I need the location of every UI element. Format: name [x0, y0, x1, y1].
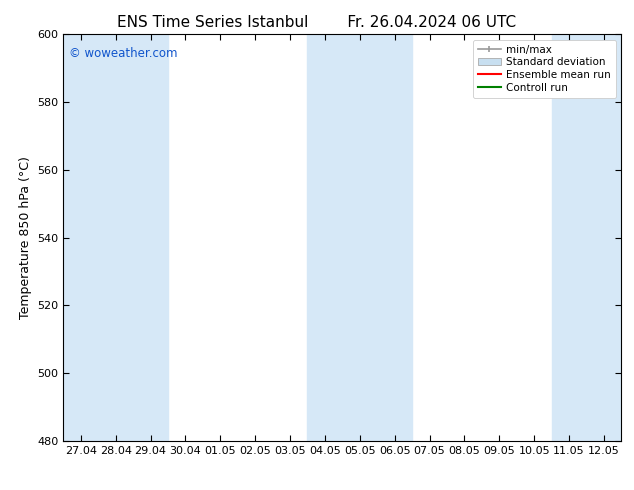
Y-axis label: Temperature 850 hPa (°C): Temperature 850 hPa (°C) [19, 156, 32, 319]
Legend: min/max, Standard deviation, Ensemble mean run, Controll run: min/max, Standard deviation, Ensemble me… [473, 40, 616, 98]
Text: © woweather.com: © woweather.com [69, 47, 178, 59]
Bar [552, 34, 621, 441]
Text: ENS Time Series Istanbul        Fr. 26.04.2024 06 UTC: ENS Time Series Istanbul Fr. 26.04.2024 … [117, 15, 517, 30]
Bar [63, 34, 168, 441]
Bar [307, 34, 412, 441]
